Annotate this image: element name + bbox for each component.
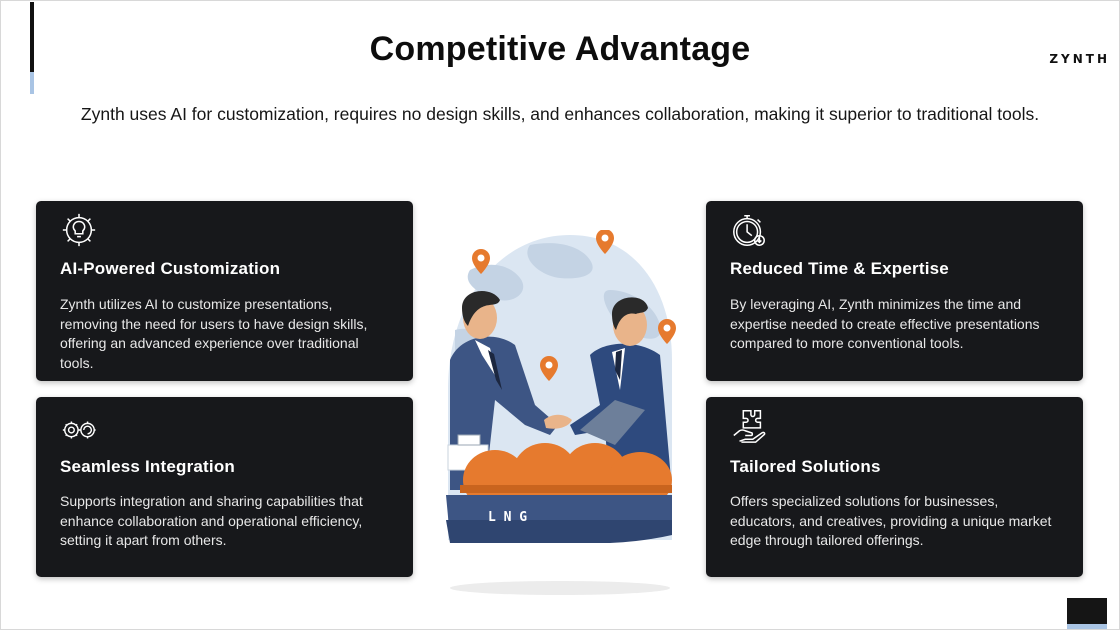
corner-block — [1067, 598, 1107, 624]
card-ai-powered-customization: AI-Powered Customization Zynth utilizes … — [36, 201, 413, 381]
ai-brain-gear-icon — [62, 213, 96, 247]
left-accent-bar — [30, 2, 34, 72]
corner-accent — [1067, 624, 1107, 629]
card-title: Tailored Solutions — [730, 457, 881, 476]
card-body: Supports integration and sharing capabil… — [60, 493, 363, 548]
card-title: Seamless Integration — [60, 457, 236, 476]
card-seamless-integration: Seamless Integration Supports integratio… — [36, 397, 413, 577]
slide-subtitle: Zynth uses AI for customization, require… — [80, 104, 1040, 124]
brand-logo: ZYNTH — [1049, 52, 1110, 66]
ship-label: L N G — [488, 510, 527, 525]
card-tailored-solutions: Tailored Solutions Offers specialized so… — [706, 397, 1083, 577]
integration-gears-icon — [62, 421, 96, 439]
card-body: By leveraging AI, Zynth minimizes the ti… — [730, 296, 1040, 351]
slide-title: Competitive Advantage — [369, 30, 751, 68]
card-body: Zynth utilizes AI to customize presentat… — [60, 296, 368, 371]
left-accent-bar-blue — [30, 72, 34, 94]
card-title: AI-Powered Customization — [60, 259, 281, 278]
puzzle-hand-icon — [733, 410, 766, 443]
card-reduced-time-expertise: Reduced Time & Expertise By leveraging A… — [706, 201, 1083, 381]
card-title: Reduced Time & Expertise — [730, 259, 949, 278]
handshake-lng-ship-illustration: L N G — [446, 230, 676, 595]
stopwatch-icon — [733, 214, 765, 246]
card-body: Offers specialized solutions for busines… — [730, 493, 1052, 548]
